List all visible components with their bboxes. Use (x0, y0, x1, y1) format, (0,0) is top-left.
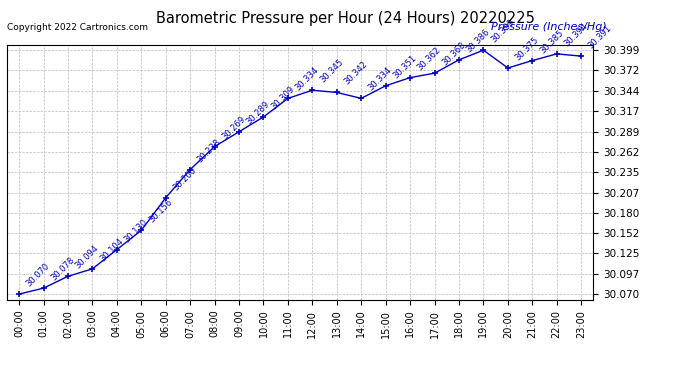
Text: 30.345: 30.345 (318, 58, 345, 85)
Text: 30.309: 30.309 (269, 84, 296, 111)
Text: 30.094: 30.094 (74, 244, 101, 271)
Text: 30.238: 30.238 (196, 137, 223, 164)
Text: 30.399: 30.399 (489, 18, 516, 45)
Text: 30.375: 30.375 (513, 35, 540, 62)
Text: Barometric Pressure per Hour (24 Hours) 20220225: Barometric Pressure per Hour (24 Hours) … (155, 11, 535, 26)
Text: 30.394: 30.394 (562, 21, 589, 48)
Text: 30.385: 30.385 (538, 28, 565, 55)
Text: 30.200: 30.200 (171, 165, 198, 192)
Text: Pressure (Inches/Hg): Pressure (Inches/Hg) (491, 22, 607, 33)
Text: 30.362: 30.362 (415, 45, 443, 72)
Text: 30.078: 30.078 (49, 255, 76, 283)
Text: 30.269: 30.269 (220, 114, 247, 141)
Text: 30.289: 30.289 (245, 99, 272, 126)
Text: 30.342: 30.342 (342, 60, 369, 87)
Text: 30.104: 30.104 (98, 237, 125, 263)
Text: 30.130: 30.130 (122, 217, 149, 244)
Text: 30.070: 30.070 (25, 261, 52, 288)
Text: 30.391: 30.391 (586, 24, 613, 51)
Text: 30.386: 30.386 (464, 27, 492, 54)
Text: 30.334: 30.334 (367, 66, 394, 93)
Text: 30.351: 30.351 (391, 53, 418, 80)
Text: Copyright 2022 Cartronics.com: Copyright 2022 Cartronics.com (7, 22, 148, 32)
Text: 30.368: 30.368 (440, 40, 467, 68)
Text: 30.156: 30.156 (147, 198, 174, 225)
Text: 30.334: 30.334 (293, 66, 321, 93)
